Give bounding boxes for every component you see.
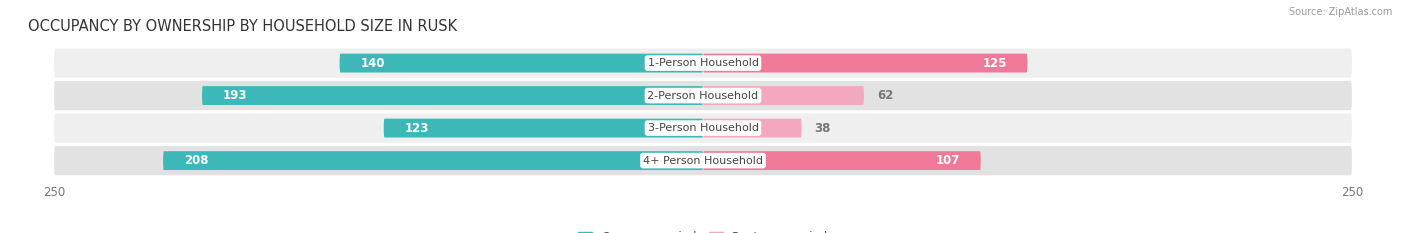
Text: 193: 193 — [222, 89, 247, 102]
Text: 208: 208 — [184, 154, 208, 167]
Text: 123: 123 — [405, 122, 429, 135]
FancyBboxPatch shape — [340, 54, 703, 72]
FancyBboxPatch shape — [703, 151, 981, 170]
FancyBboxPatch shape — [384, 119, 703, 137]
Text: 107: 107 — [935, 154, 960, 167]
FancyBboxPatch shape — [703, 54, 1028, 72]
FancyBboxPatch shape — [202, 86, 703, 105]
FancyBboxPatch shape — [703, 119, 801, 137]
FancyBboxPatch shape — [703, 86, 863, 105]
Text: 125: 125 — [983, 57, 1007, 70]
Text: 4+ Person Household: 4+ Person Household — [643, 156, 763, 166]
FancyBboxPatch shape — [53, 146, 1353, 175]
Text: 38: 38 — [814, 122, 831, 135]
FancyBboxPatch shape — [53, 113, 1353, 143]
FancyBboxPatch shape — [53, 81, 1353, 110]
Text: 1-Person Household: 1-Person Household — [648, 58, 758, 68]
Text: 140: 140 — [360, 57, 385, 70]
Text: 2-Person Household: 2-Person Household — [647, 91, 759, 101]
Legend: Owner-occupied, Renter-occupied: Owner-occupied, Renter-occupied — [572, 226, 834, 233]
Text: Source: ZipAtlas.com: Source: ZipAtlas.com — [1288, 7, 1392, 17]
Text: 3-Person Household: 3-Person Household — [648, 123, 758, 133]
FancyBboxPatch shape — [163, 151, 703, 170]
Text: 62: 62 — [877, 89, 893, 102]
Text: OCCUPANCY BY OWNERSHIP BY HOUSEHOLD SIZE IN RUSK: OCCUPANCY BY OWNERSHIP BY HOUSEHOLD SIZE… — [28, 19, 457, 34]
FancyBboxPatch shape — [53, 48, 1353, 78]
